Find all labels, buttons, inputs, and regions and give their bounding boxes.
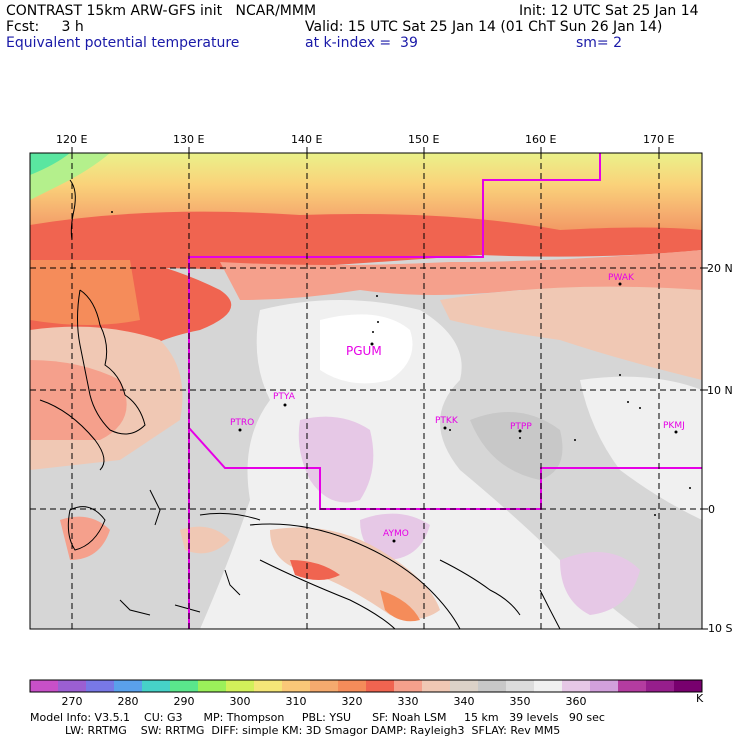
colorbar-swatch: [646, 680, 675, 692]
colorbar-tick-label: 280: [118, 695, 139, 708]
colorbar-swatch: [534, 680, 563, 692]
forecast-hour: Fcst: 3 h: [6, 19, 84, 35]
colorbar-swatch: [394, 680, 423, 692]
station-ptya: PTYA: [273, 392, 295, 402]
colorbar-tick-label: 330: [398, 695, 419, 708]
colorbar-outline: [29, 679, 703, 693]
lon-label-130e: 130 E: [173, 133, 205, 146]
small-islands: [111, 211, 691, 516]
station-pkmj: PKMJ: [663, 421, 685, 431]
model-title: CONTRAST 15km ARW-GFS init NCAR/MMM: [6, 3, 317, 19]
colorbar-swatch: [590, 680, 619, 692]
colorbar-tick-label: 320: [342, 695, 363, 708]
lon-label-150e: 150 E: [408, 133, 440, 146]
lat-label-10s: 10 S: [708, 622, 733, 635]
colorbar-tick-label: 340: [454, 695, 475, 708]
lat-label-0: 0: [708, 503, 715, 516]
level-index: at k-index = 39: [305, 35, 418, 51]
colorbar-swatch: [450, 680, 479, 692]
colorbar-swatch: [310, 680, 339, 692]
colorbar-swatch: [254, 680, 283, 692]
lat-label-10n: 10 N: [707, 384, 733, 397]
colorbar-unit: K: [696, 692, 704, 705]
colorbar-swatch: [142, 680, 171, 692]
coastlines: [39, 179, 561, 629]
lat-label-20n: 20 N: [707, 262, 733, 275]
lon-label-170e: 170 E: [643, 133, 675, 146]
field-name: Equivalent potential temperature: [6, 35, 240, 51]
colorbar-swatch: [170, 680, 199, 692]
colorbar: [29, 679, 703, 693]
colorbar-swatch: [198, 680, 227, 692]
init-time: Init: 12 UTC Sat 25 Jan 14: [519, 3, 699, 19]
station-markers: [238, 282, 678, 543]
station-pgum: PGUM: [346, 344, 382, 358]
colorbar-tick-label: 350: [510, 695, 531, 708]
colorbar-swatch: [422, 680, 451, 692]
lat-lon-grid: [30, 153, 702, 629]
colorbar-swatch: [562, 680, 591, 692]
colorbar-swatch: [506, 680, 535, 692]
valid-time: Valid: 15 UTC Sat 25 Jan 14 (01 ChT Sun …: [305, 19, 663, 35]
colorbar-swatch: [338, 680, 367, 692]
lon-label-120e: 120 E: [56, 133, 88, 146]
station-ptro: PTRO: [230, 418, 255, 428]
colorbar-swatch: [618, 680, 647, 692]
model-info-line1: Model Info: V3.5.1 CU: G3 MP: Thompson P…: [30, 711, 605, 724]
model-info-line2: LW: RRTMG SW: RRTMG DIFF: simple KM: 3D …: [30, 724, 561, 737]
colorbar-swatch: [226, 680, 255, 692]
colorbar-swatch: [58, 680, 87, 692]
colorbar-tick-label: 290: [174, 695, 195, 708]
station-ptpp: PTPP: [510, 422, 532, 432]
colorbar-swatch: [366, 680, 395, 692]
colorbar-tick-label: 310: [286, 695, 307, 708]
colorbar-swatch: [30, 680, 59, 692]
colorbar-swatch: [86, 680, 115, 692]
lon-label-140e: 140 E: [291, 133, 323, 146]
station-pwak: PWAK: [608, 273, 634, 283]
colorbar-tick-label: 300: [230, 695, 251, 708]
colorbar-tick-label: 360: [566, 695, 587, 708]
colorbar-ticks: 270 280 290 300 310 320 330 340 350 360: [62, 695, 587, 708]
colorbar-swatch: [114, 680, 143, 692]
smoothing-value: sm= 2: [576, 35, 623, 51]
station-ptkk: PTKK: [435, 416, 458, 426]
lon-label-160e: 160 E: [525, 133, 557, 146]
colorbar-swatch: [478, 680, 507, 692]
station-aymo: AYMO: [383, 529, 409, 539]
colorbar-swatch: [282, 680, 311, 692]
colorbar-swatch: [674, 680, 703, 692]
colorbar-tick-label: 270: [62, 695, 83, 708]
map-frame: [29, 152, 703, 630]
